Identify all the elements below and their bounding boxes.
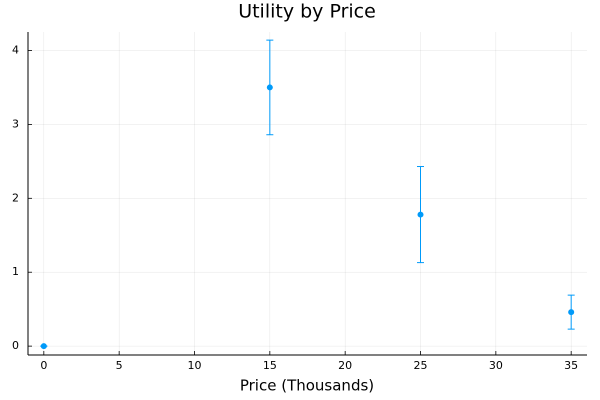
y-tick-label: 2: [12, 191, 19, 204]
point: [568, 309, 575, 316]
point: [266, 84, 273, 91]
x-tick-label: 5: [116, 359, 123, 372]
x-tick-label: 25: [414, 359, 428, 372]
x-tick-label: 0: [40, 359, 47, 372]
x-tick-label: 35: [564, 359, 578, 372]
x-tick-label: 15: [263, 359, 277, 372]
y-tick-label: 4: [12, 43, 19, 56]
point: [40, 343, 47, 350]
point: [417, 211, 424, 218]
x-tick-label: 10: [187, 359, 201, 372]
y-tick-label: 3: [12, 117, 19, 130]
y-tick-label: 0: [12, 339, 19, 352]
chart-title: Utility by Price: [238, 1, 376, 23]
y-tick-label: 1: [12, 265, 19, 278]
x-tick-label: 20: [338, 359, 352, 372]
x-tick-label: 30: [489, 359, 503, 372]
x-axis-label: Price (Thousands): [240, 377, 374, 395]
